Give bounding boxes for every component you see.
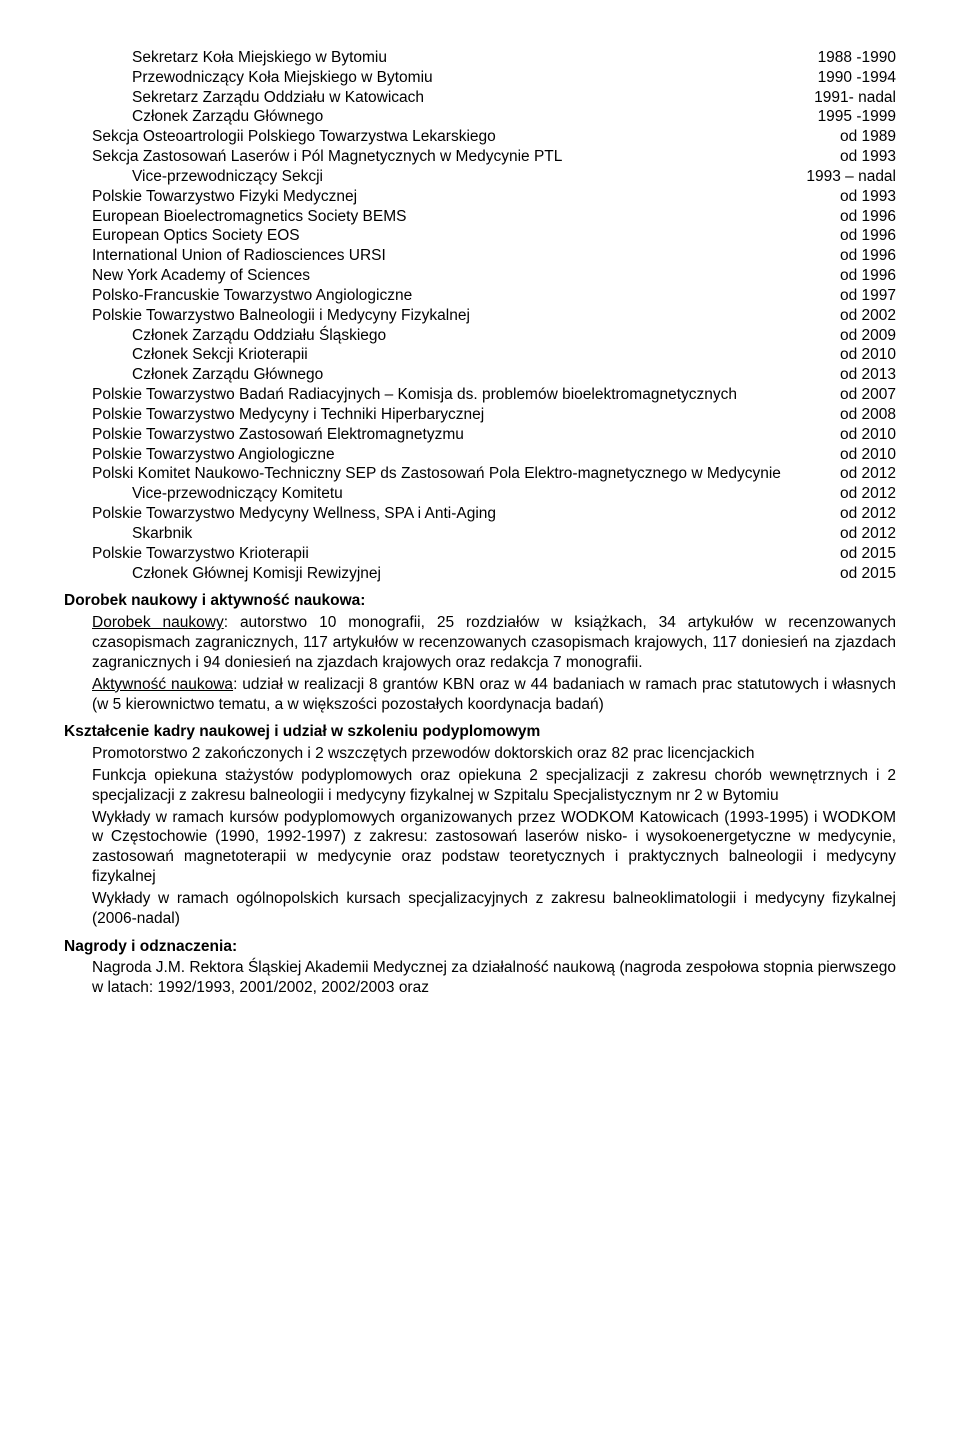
membership-row: Vice-przewodniczący Sekcji1993 – nadal <box>64 167 896 187</box>
membership-label: Skarbnik <box>92 524 840 544</box>
membership-label: Członek Zarządu Oddziału Śląskiego <box>92 326 840 346</box>
membership-date: od 2012 <box>840 504 896 524</box>
membership-label: Vice-przewodniczący Sekcji <box>92 167 806 187</box>
membership-row: Członek Zarządu Głównegood 2013 <box>64 365 896 385</box>
nagrody-p1: Nagroda J.M. Rektora Śląskiej Akademii M… <box>64 958 896 998</box>
membership-label: Sekcja Zastosowań Laserów i Pól Magnetyc… <box>92 147 840 167</box>
membership-date: od 2015 <box>840 564 896 584</box>
ksztalcenie-p2: Funkcja opiekuna stażystów podyplomowych… <box>64 766 896 806</box>
membership-row: Członek Sekcji Krioterapiiod 2010 <box>64 345 896 365</box>
membership-label: Polskie Towarzystwo Zastosowań Elektroma… <box>92 425 840 445</box>
membership-date: od 1996 <box>840 226 896 246</box>
membership-label: Członek Zarządu Głównego <box>92 365 840 385</box>
membership-row: Członek Zarządu Głównego1995 -1999 <box>64 107 896 127</box>
membership-label: Członek Sekcji Krioterapii <box>92 345 840 365</box>
membership-label: Członek Zarządu Głównego <box>92 107 818 127</box>
membership-row: Polskie Towarzystwo Angiologiczneod 2010 <box>64 445 896 465</box>
membership-label: Sekretarz Zarządu Oddziału w Katowicach <box>92 88 814 108</box>
membership-date: od 1996 <box>840 266 896 286</box>
membership-date: od 2012 <box>840 524 896 544</box>
membership-row: Polskie Towarzystwo Krioterapiiod 2015 <box>64 544 896 564</box>
section-title-ksztalcenie: Kształcenie kadry naukowej i udział w sz… <box>64 722 896 742</box>
membership-date: od 2012 <box>840 464 896 484</box>
membership-date: 1991- nadal <box>814 88 896 108</box>
membership-label: European Bioelectromagnetics Society BEM… <box>92 207 840 227</box>
membership-row: European Bioelectromagnetics Society BEM… <box>64 207 896 227</box>
membership-row: Polskie Towarzystwo Balneologii i Medycy… <box>64 306 896 326</box>
membership-date: od 2015 <box>840 544 896 564</box>
membership-row: Polsko-Francuskie Towarzystwo Angiologic… <box>64 286 896 306</box>
membership-label: European Optics Society EOS <box>92 226 840 246</box>
membership-label: Sekretarz Koła Miejskiego w Bytomiu <box>92 48 818 68</box>
membership-date: od 2002 <box>840 306 896 326</box>
membership-date: od 2010 <box>840 445 896 465</box>
membership-date: od 1993 <box>840 147 896 167</box>
membership-list: Sekretarz Koła Miejskiego w Bytomiu1988 … <box>64 48 896 583</box>
membership-row: Skarbnikod 2012 <box>64 524 896 544</box>
membership-row: New York Academy of Sciencesod 1996 <box>64 266 896 286</box>
membership-label: Polskie Towarzystwo Krioterapii <box>92 544 840 564</box>
membership-row: Członek Zarządu Oddziału Śląskiegood 200… <box>64 326 896 346</box>
section-title-dorobek: Dorobek naukowy i aktywność naukowa: <box>64 591 896 611</box>
membership-row: Sekcja Zastosowań Laserów i Pól Magnetyc… <box>64 147 896 167</box>
membership-row: Polskie Towarzystwo Zastosowań Elektroma… <box>64 425 896 445</box>
membership-row: Przewodniczący Koła Miejskiego w Bytomiu… <box>64 68 896 88</box>
membership-row: Polski Komitet Naukowo-Techniczny SEP ds… <box>64 464 896 484</box>
membership-label: Polsko-Francuskie Towarzystwo Angiologic… <box>92 286 840 306</box>
ksztalcenie-p1: Promotorstwo 2 zakończonych i 2 wszczęty… <box>64 744 896 764</box>
membership-label: Polskie Towarzystwo Medycyny i Techniki … <box>92 405 840 425</box>
membership-date: od 1996 <box>840 207 896 227</box>
membership-label: Polskie Towarzystwo Balneologii i Medycy… <box>92 306 840 326</box>
membership-date: od 2010 <box>840 345 896 365</box>
membership-label: Przewodniczący Koła Miejskiego w Bytomiu <box>92 68 818 88</box>
membership-label: Polskie Towarzystwo Badań Radiacyjnych –… <box>92 385 840 405</box>
membership-label: Sekcja Osteoartrologii Polskiego Towarzy… <box>92 127 840 147</box>
membership-date: od 1996 <box>840 246 896 266</box>
membership-row: International Union of Radiosciences URS… <box>64 246 896 266</box>
dorobek-paragraph-1: Dorobek naukowy: autorstwo 10 monografii… <box>64 613 896 672</box>
membership-label: International Union of Radiosciences URS… <box>92 246 840 266</box>
membership-row: Członek Głównej Komisji Rewizyjnejod 201… <box>64 564 896 584</box>
membership-date: od 2009 <box>840 326 896 346</box>
ksztalcenie-p3: Wykłady w ramach kursów podyplomowych or… <box>64 808 896 887</box>
membership-row: Sekretarz Zarządu Oddziału w Katowicach1… <box>64 88 896 108</box>
membership-row: Polskie Towarzystwo Medycyny i Techniki … <box>64 405 896 425</box>
membership-row: Polskie Towarzystwo Badań Radiacyjnych –… <box>64 385 896 405</box>
membership-label: Polski Komitet Naukowo-Techniczny SEP ds… <box>92 464 840 484</box>
membership-date: od 2010 <box>840 425 896 445</box>
membership-row: Sekretarz Koła Miejskiego w Bytomiu1988 … <box>64 48 896 68</box>
membership-row: Polskie Towarzystwo Medycyny Wellness, S… <box>64 504 896 524</box>
membership-date: od 2008 <box>840 405 896 425</box>
membership-date: od 1993 <box>840 187 896 207</box>
membership-row: Sekcja Osteoartrologii Polskiego Towarzy… <box>64 127 896 147</box>
dorobek-paragraph-2: Aktywność naukowa: udział w realizacji 8… <box>64 675 896 715</box>
membership-label: Polskie Towarzystwo Medycyny Wellness, S… <box>92 504 840 524</box>
membership-label: Polskie Towarzystwo Fizyki Medycznej <box>92 187 840 207</box>
underline-dorobek: Dorobek naukowy <box>92 614 224 631</box>
membership-date: od 2013 <box>840 365 896 385</box>
membership-date: od 2012 <box>840 484 896 504</box>
membership-date: od 1997 <box>840 286 896 306</box>
ksztalcenie-p4: Wykłady w ramach ogólnopolskich kursach … <box>64 889 896 929</box>
membership-row: European Optics Society EOSod 1996 <box>64 226 896 246</box>
membership-label: Członek Głównej Komisji Rewizyjnej <box>92 564 840 584</box>
membership-date: 1988 -1990 <box>818 48 896 68</box>
membership-date: 1995 -1999 <box>818 107 896 127</box>
membership-date: od 1989 <box>840 127 896 147</box>
underline-aktywnosc: Aktywność naukowa <box>92 676 233 693</box>
membership-row: Polskie Towarzystwo Fizyki Medycznejod 1… <box>64 187 896 207</box>
membership-date: od 2007 <box>840 385 896 405</box>
membership-label: Polskie Towarzystwo Angiologiczne <box>92 445 840 465</box>
membership-label: Vice-przewodniczący Komitetu <box>92 484 840 504</box>
section-title-nagrody: Nagrody i odznaczenia: <box>64 937 896 957</box>
membership-date: 1993 – nadal <box>806 167 896 187</box>
membership-date: 1990 -1994 <box>818 68 896 88</box>
membership-row: Vice-przewodniczący Komitetuod 2012 <box>64 484 896 504</box>
membership-label: New York Academy of Sciences <box>92 266 840 286</box>
